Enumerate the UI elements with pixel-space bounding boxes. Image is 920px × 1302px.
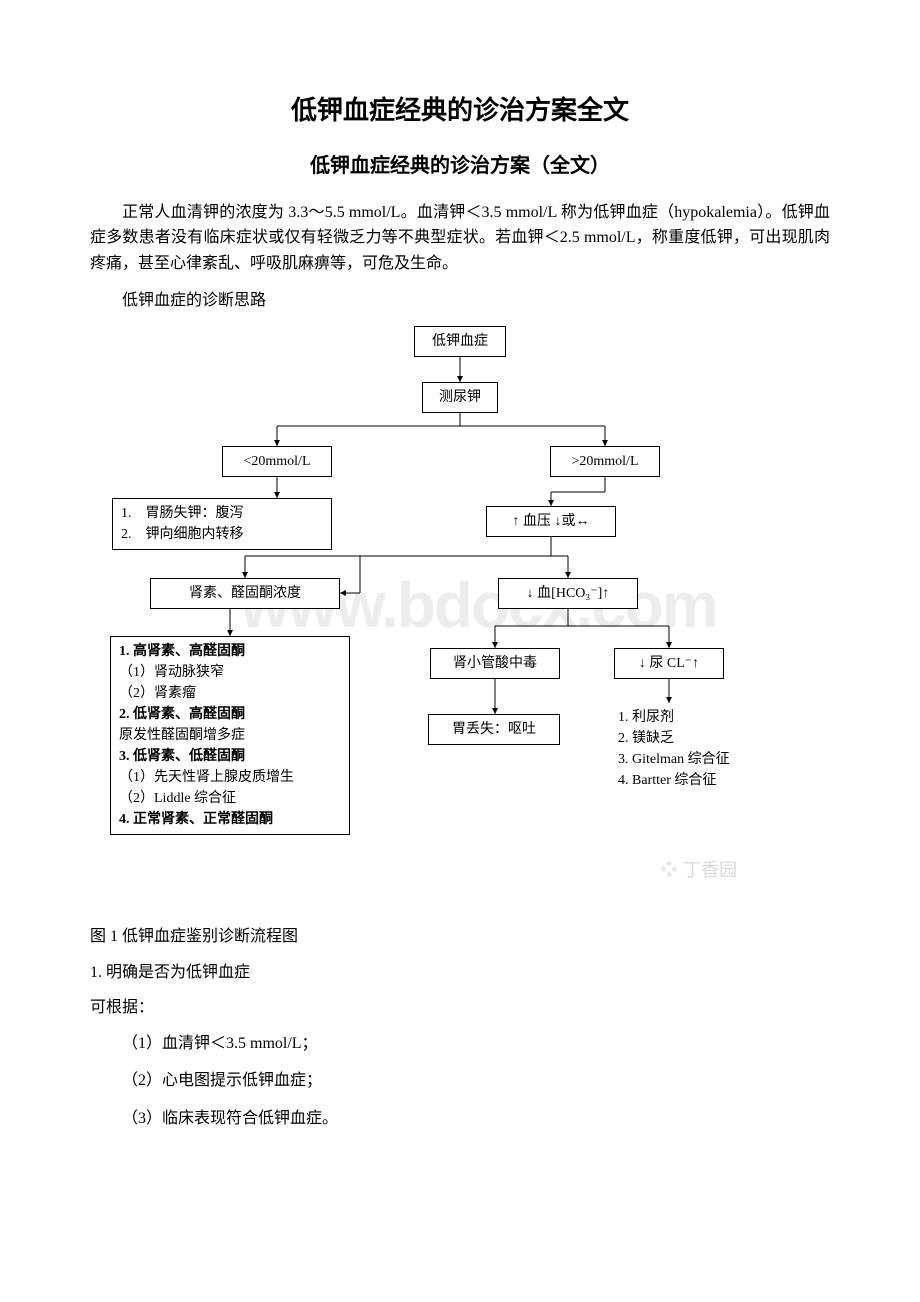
renin-detail-line: （1）先天性肾上腺皮质增生 bbox=[119, 767, 341, 788]
renin-detail-line: 3. 低肾素、低醛固酮 bbox=[119, 746, 341, 767]
diuretic-line3: 3. Gitelman 综合征 bbox=[618, 749, 772, 770]
renin-detail-line: 4. 正常肾素、正常醛固酮 bbox=[119, 809, 341, 830]
node-hco3: ↓ 血[HCO₃⁻]↑ bbox=[498, 578, 638, 609]
node-gt20: >20mmol/L bbox=[550, 446, 660, 477]
renin-detail-line: 2. 低肾素、高醛固酮 bbox=[119, 704, 341, 725]
sub-title: 低钾血症经典的诊治方案（全文） bbox=[90, 150, 830, 182]
main-title: 低钾血症经典的诊治方案全文 bbox=[90, 90, 830, 132]
node-rta: 肾小管酸中毒 bbox=[430, 648, 560, 679]
node-diuretic: 1. 利尿剂 2. 镁缺乏 3. Gitelman 综合征 4. Bartter… bbox=[610, 703, 780, 795]
step1-title: 1. 明确是否为低钾血症 bbox=[90, 960, 830, 986]
figure-caption: 图 1 低钾血症鉴别诊断流程图 bbox=[90, 924, 830, 950]
criteria-2: （2）心电图提示低钾血症； bbox=[90, 1068, 830, 1094]
diuretic-line4: 4. Bartter 综合征 bbox=[618, 770, 772, 791]
node-gi-loss: 1. 胃肠失钾：腹泻 2. 钾向细胞内转移 bbox=[112, 498, 332, 550]
node-measure: 测尿钾 bbox=[422, 382, 498, 413]
node-lt20: <20mmol/L bbox=[222, 446, 332, 477]
node-renin-detail: 1. 高肾素、高醛固酮（1）肾动脉狭窄（2）肾素瘤2. 低肾素、高醛固酮原发性醛… bbox=[110, 636, 350, 835]
node-cl: ↓ 尿 CL⁻↑ bbox=[614, 648, 724, 679]
renin-detail-line: 1. 高肾素、高醛固酮 bbox=[119, 641, 341, 662]
node-bp: ↑ 血压 ↓或↔ bbox=[486, 506, 616, 537]
section-heading: 低钾血症的诊断思路 bbox=[90, 288, 830, 314]
node-vomit: 胃丢失：呕吐 bbox=[428, 714, 560, 745]
diuretic-line2: 2. 镁缺乏 bbox=[618, 728, 772, 749]
gi-loss-line1: 1. 胃肠失钾：腹泻 bbox=[121, 503, 323, 524]
renin-detail-line: （1）肾动脉狭窄 bbox=[119, 662, 341, 683]
step1-lead: 可根据： bbox=[90, 995, 830, 1021]
criteria-1: （1）血清钾＜3.5 mmol/L； bbox=[90, 1031, 830, 1057]
gi-loss-line2: 2. 钾向细胞内转移 bbox=[121, 524, 323, 545]
renin-detail-line: （2）肾素瘤 bbox=[119, 683, 341, 704]
renin-detail-line: 原发性醛固酮增多症 bbox=[119, 725, 341, 746]
flowchart: www.bdocx.com bbox=[100, 326, 820, 906]
intro-paragraph: 正常人血清钾的浓度为 3.3～5.5 mmol/L。血清钾＜3.5 mmol/L… bbox=[90, 200, 830, 277]
diuretic-line1: 1. 利尿剂 bbox=[618, 707, 772, 728]
node-root: 低钾血症 bbox=[414, 326, 506, 357]
criteria-3: （3）临床表现符合低钾血症。 bbox=[90, 1106, 830, 1132]
renin-detail-line: （2）Liddle 综合征 bbox=[119, 788, 341, 809]
watermark-small: ❖ 丁香园 bbox=[660, 856, 737, 885]
node-renin: 肾素、醛固酮浓度 bbox=[150, 578, 340, 609]
